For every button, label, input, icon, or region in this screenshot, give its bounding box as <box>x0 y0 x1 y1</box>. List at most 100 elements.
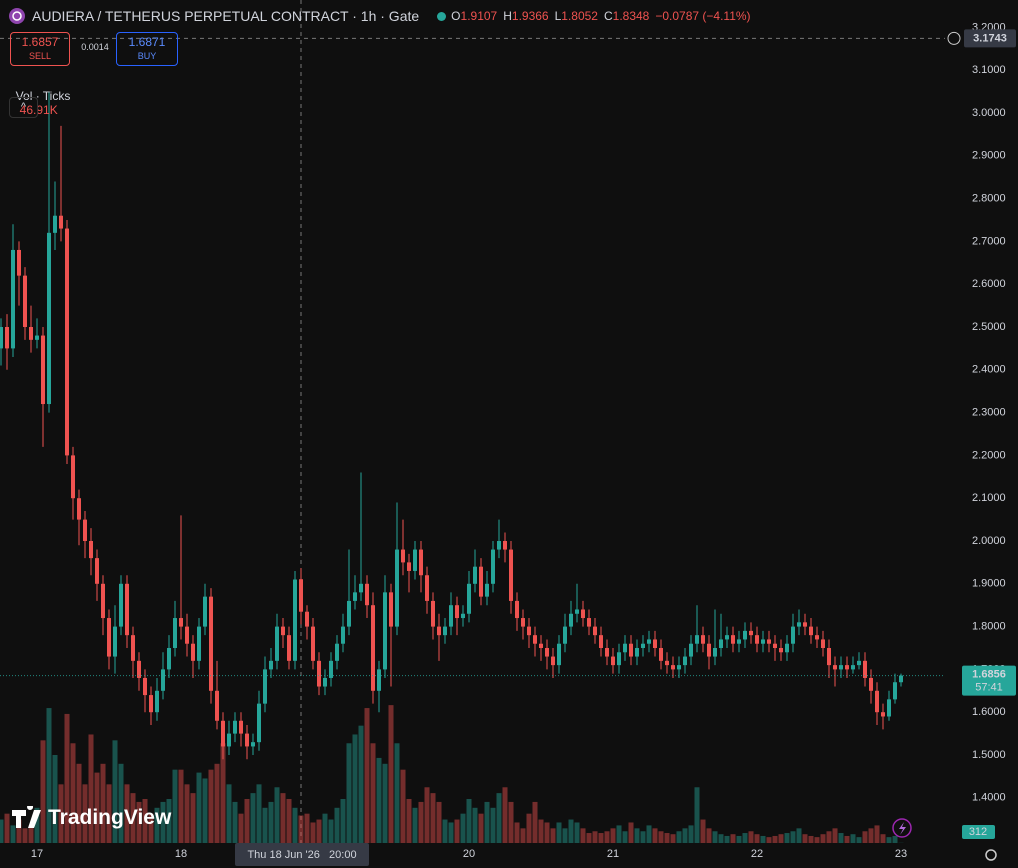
volume-bar <box>88 734 94 843</box>
volume-bar <box>256 784 262 843</box>
candle-body <box>875 690 879 713</box>
candle-body <box>467 583 471 614</box>
y-tick-label: 2.5000 <box>972 321 1006 333</box>
buy-button[interactable]: 1.6871 BUY <box>116 32 178 66</box>
volume-bar <box>808 835 814 843</box>
candle-body <box>539 643 543 649</box>
volume-bar <box>562 828 568 843</box>
volume-bar <box>730 834 736 843</box>
x-tick-label: 18 <box>175 848 187 860</box>
sell-button[interactable]: 1.6857 SELL <box>10 32 70 66</box>
volume-bar <box>322 813 328 843</box>
candle-body <box>617 652 621 666</box>
candle-body <box>173 618 177 649</box>
volume-bar <box>820 834 826 843</box>
candle-body <box>317 660 321 687</box>
volume-bar <box>358 725 364 843</box>
replay-bolt <box>899 822 906 835</box>
volume-bar <box>376 757 382 843</box>
last-volume-box <box>962 825 995 839</box>
volume-bar <box>232 801 238 843</box>
candle-body <box>131 635 135 661</box>
volume-bar <box>748 831 754 843</box>
candle-body <box>869 677 873 691</box>
volume-bar <box>466 799 472 843</box>
candle-body <box>635 648 639 657</box>
volume-bar <box>880 834 886 843</box>
candle-body <box>407 562 411 571</box>
candle-body <box>347 600 351 627</box>
volume-bar <box>700 819 706 843</box>
volume-bar <box>682 828 688 843</box>
volume-bar <box>778 834 784 843</box>
volume-bar <box>118 763 124 843</box>
candle-body <box>395 549 399 627</box>
candle-body <box>497 540 501 550</box>
volume-bar <box>580 828 586 843</box>
candle-body <box>413 549 417 571</box>
volume-bar <box>10 825 16 843</box>
volume-bar <box>574 822 580 843</box>
candle-body <box>659 648 663 661</box>
volume-bar <box>82 784 88 843</box>
candle-body <box>137 660 141 678</box>
volume-bar <box>112 740 118 843</box>
volume-bar <box>796 828 802 843</box>
logo-mark <box>12 806 41 828</box>
candle-body <box>17 249 21 276</box>
volume-bar <box>190 793 196 843</box>
candle-body <box>179 618 183 627</box>
candle-body <box>767 639 771 644</box>
collapse-button[interactable]: ^ <box>9 97 38 118</box>
volume-bar <box>304 813 310 843</box>
crosshair-time-box <box>235 843 369 866</box>
volume-bar <box>172 769 178 843</box>
volume-bar <box>664 833 670 843</box>
ohlc-low: 1.8052 <box>561 9 598 23</box>
volume-bar <box>550 828 556 843</box>
ohlc-key: H <box>503 9 512 23</box>
replay-icon <box>892 818 912 838</box>
volume-bar <box>520 828 526 843</box>
candle-body <box>629 643 633 657</box>
volume-bar <box>760 835 766 843</box>
x-tick-label: 22 <box>751 848 763 860</box>
candle-body <box>245 733 249 747</box>
candle-body <box>41 335 45 405</box>
candle-body <box>215 690 219 721</box>
candle-body <box>257 703 261 743</box>
volume-bar <box>298 815 304 843</box>
candle-body <box>431 600 435 627</box>
y-tick-label: 2.6000 <box>972 278 1006 290</box>
candle-body <box>209 596 213 691</box>
candle-body <box>509 549 513 601</box>
volume-bar <box>58 784 64 843</box>
volume-bar <box>604 831 610 843</box>
candle-body <box>227 733 231 747</box>
candle-body <box>773 643 777 649</box>
volume-bar <box>280 793 286 843</box>
volume-bar <box>592 831 598 843</box>
volume-bar <box>766 837 772 843</box>
volume-bar <box>712 831 718 843</box>
ohlc-open: 1.9107 <box>460 9 498 23</box>
candle-body <box>707 643 711 657</box>
x-tick-label: 23 <box>895 848 907 860</box>
candle-body <box>353 592 357 601</box>
volume-bar <box>100 763 106 843</box>
y-tick-label: 1.4000 <box>972 792 1006 804</box>
candle-body <box>341 626 345 644</box>
volume-bar <box>508 801 514 843</box>
volume-bar <box>484 801 490 843</box>
candle-body <box>329 660 333 678</box>
candle-body <box>65 228 69 456</box>
volume-bar <box>34 807 40 843</box>
candle-body <box>755 635 759 644</box>
volume-bar <box>334 807 340 843</box>
volume-bar <box>220 743 226 843</box>
volume-bar <box>688 825 694 843</box>
volume-bar <box>166 799 172 843</box>
candle-body <box>563 626 567 644</box>
